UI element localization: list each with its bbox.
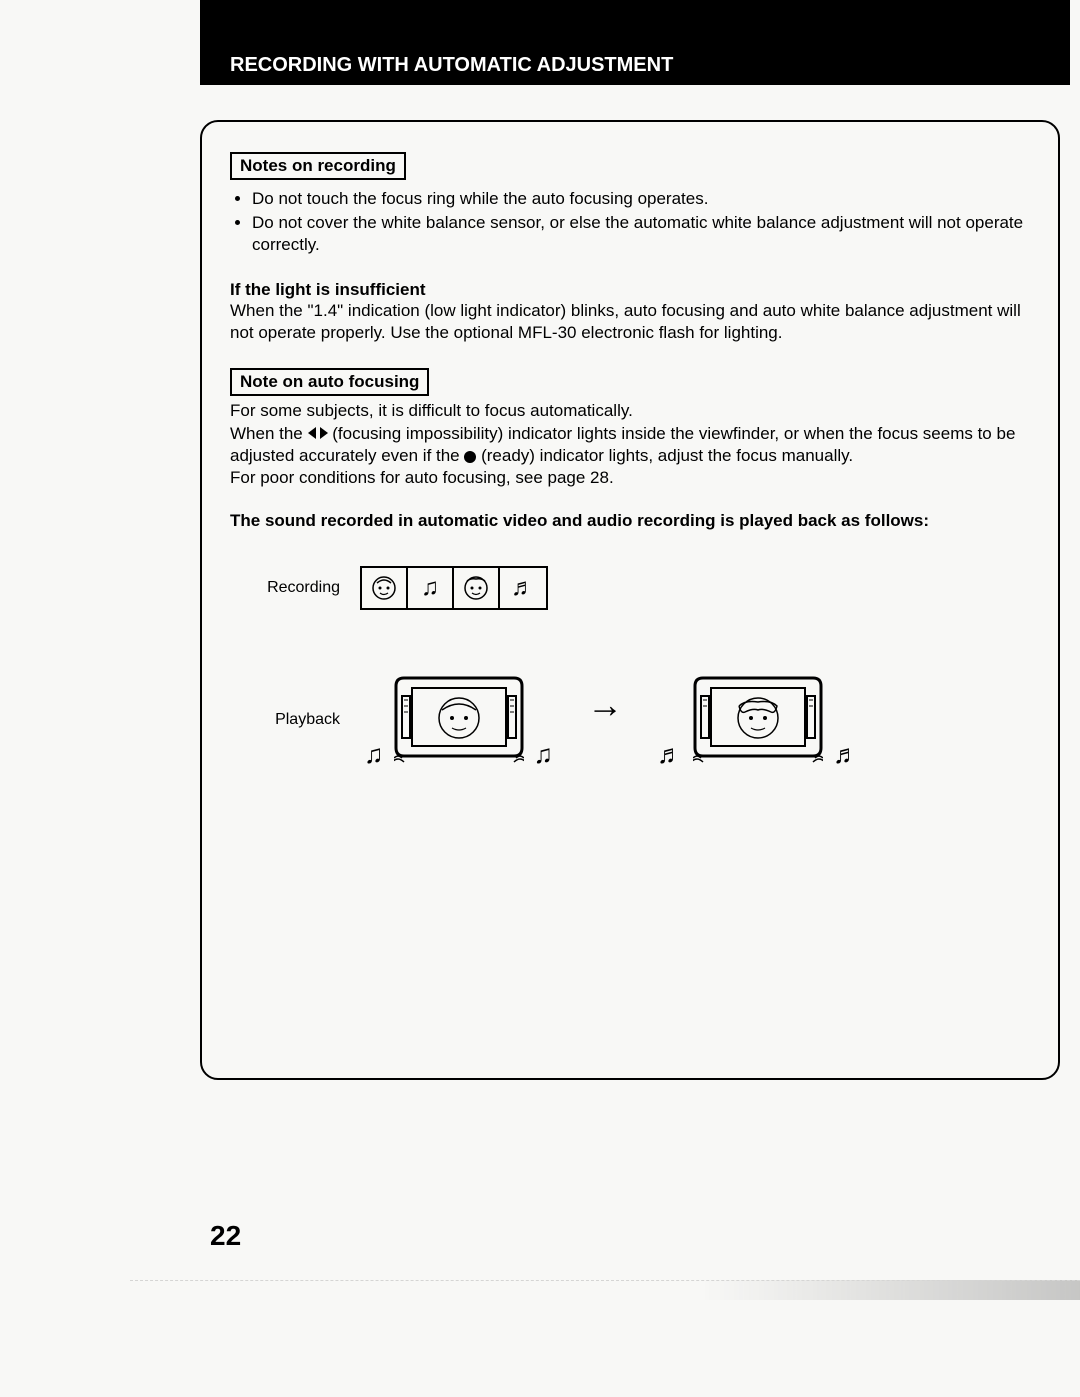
strip-cell-note2: ♬	[500, 568, 546, 608]
page-number: 22	[210, 1220, 241, 1252]
face-icon	[461, 573, 491, 603]
recording-diagram: Recording ♫	[230, 566, 1030, 610]
playback-diagram: Playback ♫	[230, 670, 1030, 770]
strip-cell-note1: ♫	[408, 568, 454, 608]
music-note-icon: ♫	[364, 739, 384, 770]
focus-impossibility-icon	[308, 423, 328, 445]
ready-indicator-icon	[464, 451, 476, 463]
list-item: Do not touch the focus ring while the au…	[252, 188, 1030, 210]
list-item: Do not cover the white balance sensor, o…	[252, 212, 1030, 256]
music-note-icon: ♬	[657, 739, 683, 770]
music-note-icon: ♫	[534, 739, 554, 770]
auto-focus-text: For some subjects, it is difficult to fo…	[230, 400, 1030, 489]
af-line2a: When the	[230, 424, 308, 443]
recording-label: Recording	[230, 579, 360, 597]
notes-recording-list: Do not touch the focus ring while the au…	[230, 188, 1030, 256]
af-line2c: (ready) indicator lights, adjust the foc…	[481, 446, 853, 465]
recording-strip: ♫ ♬	[360, 566, 548, 610]
strip-cell-face2	[454, 568, 500, 608]
content-frame: Notes on recording Do not touch the focu…	[200, 120, 1060, 1080]
manual-page: RECORDING WITH AUTOMATIC ADJUSTMENT Note…	[130, 0, 1070, 1080]
tv-group-1: ♫	[360, 670, 557, 770]
scan-artifact	[130, 1280, 1080, 1300]
face-icon	[369, 573, 399, 603]
arrow-icon: →	[587, 684, 623, 726]
notes-recording-heading: Notes on recording	[230, 152, 406, 180]
strip-cell-face1	[362, 568, 408, 608]
music-note-icon: ♫	[421, 576, 439, 600]
tv-icon	[394, 670, 524, 770]
light-heading: If the light is insufficient	[230, 280, 1030, 300]
tv-group-2: ♬	[653, 670, 863, 770]
section-title: RECORDING WITH AUTOMATIC ADJUSTMENT	[230, 54, 673, 77]
music-note-icon: ♬	[833, 739, 859, 770]
playback-heading: The sound recorded in automatic video an…	[230, 511, 1030, 531]
playback-label: Playback	[230, 711, 360, 729]
light-text: When the "1.4" indication (low light ind…	[230, 300, 1030, 344]
tv-icon	[693, 670, 823, 770]
af-line3: For poor conditions for auto focusing, s…	[230, 468, 614, 487]
music-note-icon: ♬	[511, 576, 535, 600]
af-line1: For some subjects, it is difficult to fo…	[230, 401, 633, 420]
auto-focus-heading: Note on auto focusing	[230, 368, 429, 396]
section-header: RECORDING WITH AUTOMATIC ADJUSTMENT	[200, 0, 1070, 85]
